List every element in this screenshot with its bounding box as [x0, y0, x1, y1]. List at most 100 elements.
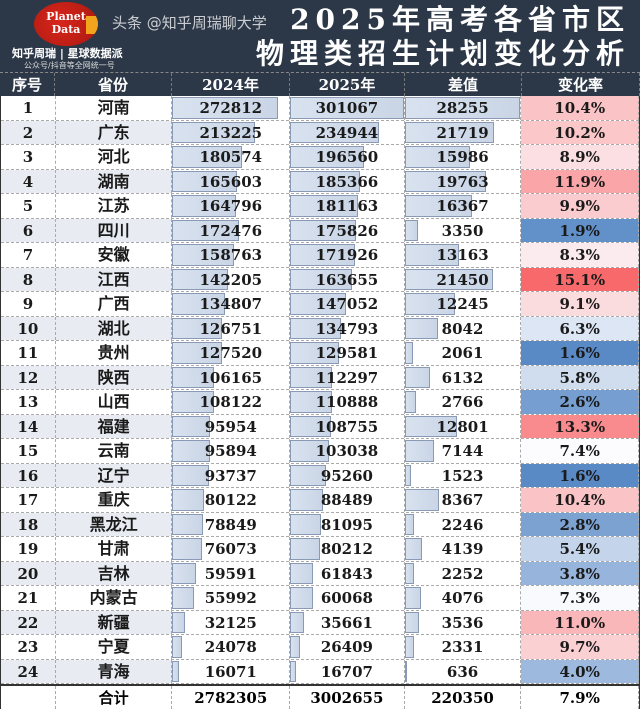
table-row: 5 江苏 164796 181163 16367 9.9% [1, 194, 639, 219]
data-bar [404, 587, 422, 609]
value-diff: 12801 [404, 414, 522, 438]
value-2025: 147052 [290, 292, 405, 316]
change-rate: 9.1% [521, 292, 639, 316]
row-number-value: 2 [22, 123, 34, 142]
value-diff: 8367 [404, 488, 522, 512]
change-rate-value: 1.6% [559, 466, 600, 485]
province-name: 甘肃 [56, 537, 173, 561]
value-2025-value: 196560 [315, 148, 379, 166]
col-header-2024: 2024年 [172, 73, 290, 96]
data-bar [404, 489, 439, 511]
province-name-value: 湖北 [97, 318, 130, 338]
change-rate-value: 9.9% [559, 197, 600, 215]
province-name-value: 辽宁 [97, 465, 130, 485]
province-name-value: 陕西 [97, 367, 130, 387]
province-name: 江苏 [56, 194, 173, 218]
province-name-value: 贵州 [97, 343, 130, 362]
change-rate-value: 6.3% [559, 319, 600, 338]
province-name-value: 青海 [97, 661, 130, 681]
data-bar [290, 415, 332, 437]
province-name: 宁夏 [56, 635, 173, 659]
change-rate-value: 1.9% [559, 221, 600, 240]
value-diff-value: 2061 [441, 344, 484, 362]
row-number-value: 22 [17, 613, 39, 632]
value-diff: 2766 [404, 390, 522, 414]
data-bar [172, 489, 204, 511]
value-2024-value: 16071 [204, 662, 257, 681]
total-rate: 7.9% [521, 686, 639, 709]
value-diff: 6132 [404, 365, 522, 389]
row-number: 18 [1, 512, 56, 536]
value-2025-value: 81095 [320, 515, 373, 534]
change-rate-value: 11.9% [554, 172, 606, 191]
province-name: 内蒙古 [56, 586, 173, 610]
row-number: 13 [1, 390, 56, 414]
row-number: 2 [1, 120, 56, 144]
province-name-value: 广西 [97, 294, 130, 313]
change-rate: 10.4% [521, 96, 639, 120]
row-number-value: 17 [17, 491, 39, 509]
change-rate: 5.8% [521, 365, 639, 389]
province-name-value: 云南 [97, 441, 130, 460]
data-bar [172, 391, 215, 413]
data-bar [172, 342, 222, 364]
data-bar [172, 660, 179, 682]
value-2024-value: 134807 [199, 295, 263, 313]
change-rate: 7.3% [521, 586, 639, 610]
data-bar [290, 587, 313, 609]
brand-name: 知乎周瑞 | 星球数据派 [12, 47, 123, 60]
data-bar [172, 219, 240, 241]
change-rate-value: 8.9% [559, 148, 600, 166]
value-2025: 103038 [290, 439, 405, 463]
table-row: 17 重庆 80122 88489 8367 10.4% [1, 488, 639, 513]
row-number-value: 9 [22, 295, 34, 313]
province-name: 重庆 [56, 488, 173, 512]
value-2024: 95894 [172, 439, 291, 463]
row-number-value: 10 [17, 319, 39, 338]
data-bar [404, 268, 493, 290]
value-2024-value: 78849 [204, 515, 257, 534]
value-diff-value: 2766 [441, 393, 484, 411]
data-bar [290, 538, 321, 560]
value-2025: 35661 [290, 610, 405, 634]
value-diff: 4076 [404, 586, 522, 610]
value-2025: 129581 [290, 341, 405, 365]
value-2024-value: 59591 [204, 564, 257, 583]
table-row: 1 河南 272812 301067 28255 10.4% [1, 96, 639, 121]
data-bar [172, 121, 256, 143]
value-diff: 8042 [404, 316, 522, 340]
province-name-value: 福建 [97, 416, 130, 436]
value-2024-value: 106165 [199, 368, 263, 387]
data-bar [290, 366, 333, 388]
value-diff-value: 12801 [436, 417, 489, 436]
change-rate-value: 7.3% [559, 589, 600, 607]
data-bar [404, 195, 472, 217]
value-2024-value: 126751 [199, 319, 263, 338]
data-bar [404, 611, 420, 633]
province-name: 安徽 [56, 243, 173, 267]
data-bar [290, 219, 357, 241]
change-rate-value: 13.3% [554, 417, 606, 436]
table-row: 15 云南 95894 103038 7144 7.4% [1, 439, 639, 464]
row-number-value: 21 [17, 589, 39, 607]
data-bar [290, 195, 359, 217]
value-diff-value: 13163 [436, 246, 489, 264]
row-number-value: 23 [17, 638, 39, 656]
value-2024-value: 213225 [199, 123, 263, 142]
change-rate-value: 3.8% [559, 564, 600, 583]
value-2025-value: 16707 [320, 662, 373, 681]
value-2024-value: 55992 [204, 589, 257, 607]
row-number: 17 [1, 488, 56, 512]
value-2025: 196560 [290, 145, 405, 169]
value-diff-value: 8367 [441, 491, 484, 509]
table-row: 6 四川 172476 175826 3350 1.9% [1, 218, 639, 243]
value-2024-value: 108122 [199, 393, 263, 411]
value-2024-value: 180574 [199, 148, 263, 166]
table-row: 4 湖南 165603 185366 19763 11.9% [1, 169, 639, 194]
change-rate-value: 2.8% [559, 515, 600, 534]
table-row: 21 内蒙古 55992 60068 4076 7.3% [1, 586, 639, 611]
value-diff: 28255 [404, 96, 522, 120]
value-2024-value: 172476 [199, 221, 263, 240]
row-number: 1 [1, 96, 56, 120]
value-diff-value: 2252 [441, 564, 484, 583]
